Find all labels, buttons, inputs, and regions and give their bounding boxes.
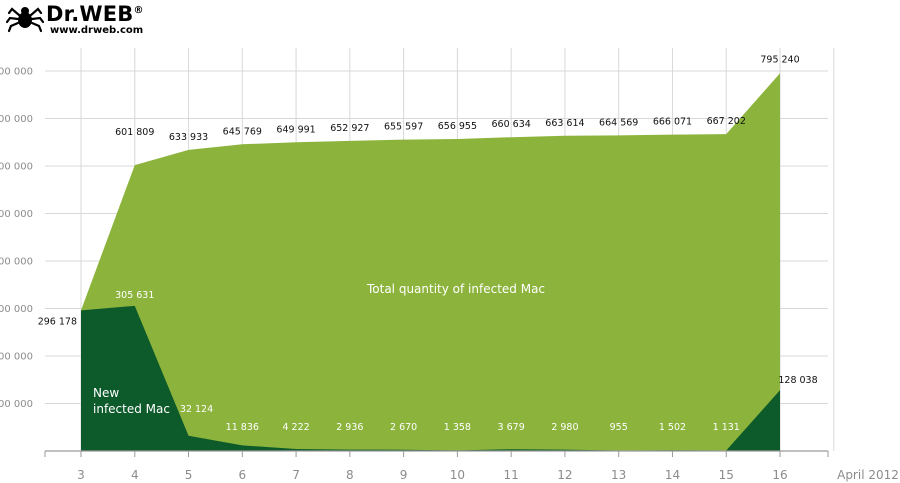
y-tick-label: 200 000 <box>0 352 33 363</box>
x-tick-label: 7 <box>292 468 300 482</box>
total-infected-area <box>81 73 781 452</box>
y-tick-label: 700 000 <box>0 114 33 125</box>
new-data-label: 2 670 <box>390 422 417 433</box>
total-data-label: 296 178 <box>38 316 77 327</box>
new-data-label: 1 502 <box>659 422 686 433</box>
y-tick-label: 800 000 <box>0 67 33 78</box>
new-data-label: 1 131 <box>713 422 740 433</box>
x-tick-label: 13 <box>611 468 626 482</box>
x-tick-label: 4 <box>131 468 139 482</box>
brand-name: Dr.WEB® <box>46 2 144 26</box>
total-data-label: 652 927 <box>330 123 369 134</box>
total-data-label: 655 597 <box>384 122 423 133</box>
x-tick-label: 14 <box>665 468 680 482</box>
x-tick-label: 12 <box>557 468 572 482</box>
new-data-label: 32 124 <box>180 404 213 415</box>
new-series-name-line2: infected Mac <box>93 402 170 416</box>
new-data-label: 128 038 <box>778 375 817 386</box>
x-tick-label: 10 <box>450 468 465 482</box>
total-data-label: 795 240 <box>760 54 799 65</box>
x-axis-unit-label: April 2012 <box>837 468 899 482</box>
x-tick-label: 8 <box>346 468 354 482</box>
total-series-name: Total quantity of infected Mac <box>366 282 545 296</box>
spider-logo-icon <box>6 7 44 33</box>
x-tick-label: 3 <box>77 468 85 482</box>
total-data-label: 645 769 <box>223 126 262 137</box>
new-data-label: 305 631 <box>115 290 154 301</box>
drweb-logo: Dr.WEB® www.drweb.com <box>6 2 176 40</box>
new-data-label: 3 679 <box>498 422 525 433</box>
y-tick-label: 300 000 <box>0 304 33 315</box>
y-tick-label: 500 000 <box>0 209 33 220</box>
x-tick-label: 5 <box>185 468 193 482</box>
total-data-label: 667 202 <box>707 116 746 127</box>
x-tick-label: 6 <box>238 468 246 482</box>
new-data-label: 11 836 <box>226 422 259 433</box>
new-data-label: 2 936 <box>336 422 363 433</box>
total-data-label: 663 614 <box>545 118 584 129</box>
new-data-label: 955 <box>610 422 628 433</box>
total-data-label: 649 991 <box>276 124 315 135</box>
total-data-label: 633 933 <box>169 132 208 143</box>
x-tick-label: 16 <box>772 468 787 482</box>
total-data-label: 601 809 <box>115 127 154 138</box>
total-data-label: 666 071 <box>653 117 692 128</box>
y-tick-label: 400 000 <box>0 257 33 268</box>
new-infected-area <box>81 305 781 451</box>
new-series-name-line1: New <box>93 386 119 400</box>
x-tick-label: 9 <box>400 468 408 482</box>
y-tick-label: 600 000 <box>0 162 33 173</box>
total-data-label: 656 955 <box>438 121 477 132</box>
new-data-label: 1 358 <box>444 422 471 433</box>
x-tick-label: 11 <box>504 468 519 482</box>
new-data-label: 2 980 <box>551 422 578 433</box>
brand-url: www.drweb.com <box>50 25 144 36</box>
y-tick-label: 100 000 <box>0 399 33 410</box>
total-data-label: 660 634 <box>492 119 531 130</box>
total-data-label: 664 569 <box>599 117 638 128</box>
x-tick-label: 15 <box>719 468 734 482</box>
new-data-label: 4 222 <box>282 422 309 433</box>
